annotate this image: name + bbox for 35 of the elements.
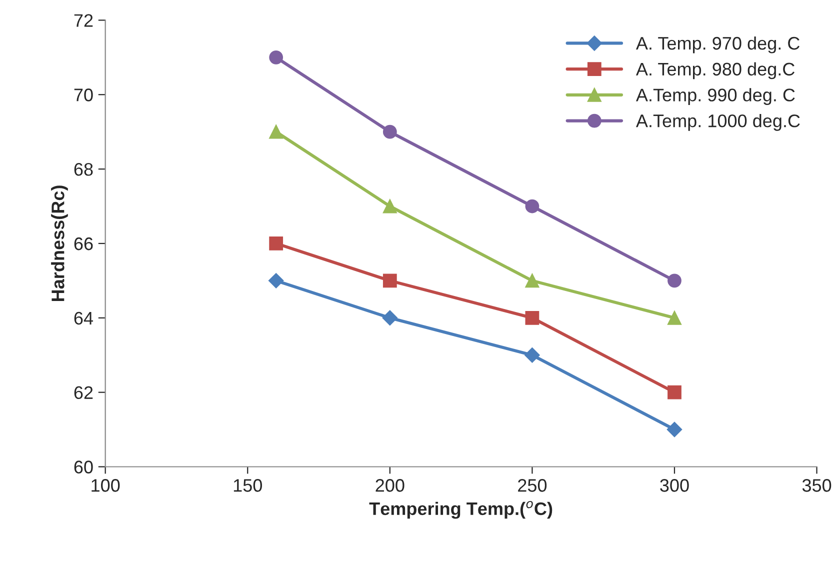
- point: [382, 274, 397, 288]
- point: [382, 310, 398, 326]
- x-tick-label: 100: [92, 479, 120, 492]
- point: [524, 348, 540, 363]
- legend-label: A. Temp. 970 deg. C: [636, 36, 800, 54]
- x-tick-label: 350: [802, 479, 832, 492]
- point: [269, 50, 284, 64]
- point: [525, 310, 540, 325]
- point: [668, 385, 682, 400]
- x-tick-label: 150: [234, 479, 262, 492]
- y-axis-title: Hardness(Rc): [51, 186, 68, 301]
- point: [382, 124, 397, 139]
- x-tick-label: 200: [376, 479, 404, 492]
- legend-label: A.Temp. 990 deg. C: [636, 88, 795, 105]
- point: [525, 199, 540, 214]
- y-tick-label: 72: [74, 14, 93, 27]
- y-tick-label: 62: [74, 386, 93, 400]
- point: [525, 274, 540, 288]
- legend-label: A. Temp. 980 deg.C: [636, 62, 795, 80]
- legend-label: A.Temp. 1000 deg.C: [636, 114, 800, 131]
- point: [269, 124, 284, 139]
- y-tick-label: 66: [74, 237, 93, 250]
- point: [666, 422, 682, 438]
- point: [668, 274, 682, 288]
- y-tick-label: 70: [74, 88, 93, 102]
- y-tick-label: 60: [74, 460, 93, 474]
- point: [268, 273, 284, 288]
- x-tick-label: 300: [660, 479, 689, 492]
- y-tick-label: 68: [74, 162, 93, 176]
- point: [668, 310, 682, 325]
- point: [269, 236, 284, 250]
- x-tick-label: 250: [518, 479, 547, 492]
- x-axis-title: Tempering Temp.($^{o}$C): [369, 500, 552, 519]
- point: [382, 199, 397, 214]
- y-tick-label: 64: [74, 312, 94, 325]
